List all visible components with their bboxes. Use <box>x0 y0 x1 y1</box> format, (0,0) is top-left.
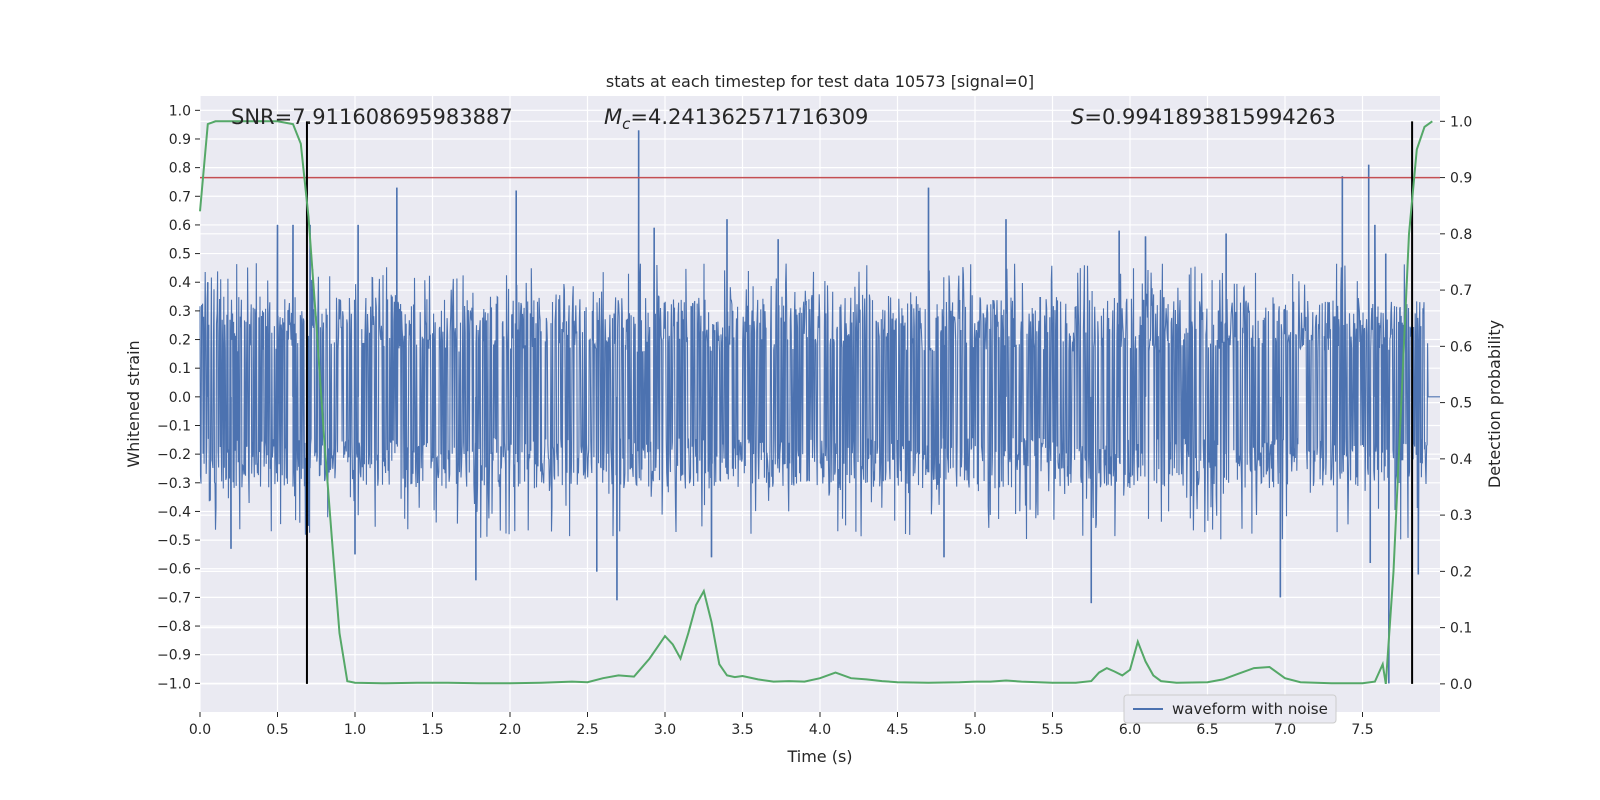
x-tick-label: 3.5 <box>731 722 753 738</box>
legend: waveform with noise <box>1123 694 1337 724</box>
mc-symbol: M <box>604 105 622 129</box>
y-tick-label: 0.6 <box>169 218 191 234</box>
x-tick-label: 5.5 <box>1041 722 1063 738</box>
y-tick-label: −0.1 <box>157 418 191 434</box>
y-axis-label: Whitened strain <box>124 340 143 467</box>
y2-tick-label: 0.2 <box>1450 564 1472 580</box>
x-tick-label: 0.5 <box>266 722 288 738</box>
legend-entry: waveform with noise <box>1172 700 1328 718</box>
mc-annotation: Mc=4.241362571716309 <box>604 105 868 133</box>
y-tick-label: 1.0 <box>169 103 191 119</box>
y2-tick-label: 0.3 <box>1450 508 1472 524</box>
s-annotation: S=0.9941893815994263 <box>1071 105 1336 129</box>
x-tick-label: 6.5 <box>1196 722 1218 738</box>
x-axis-label: Time (s) <box>786 747 852 766</box>
s-symbol: S <box>1071 105 1084 129</box>
y-axis: 1.0 0.9 0.8 0.7 0.6 0.5 0.4 0.3 0.2 0.1 0.0 −0.1 −0.… <box>157 103 200 692</box>
x-tick-label: 6.0 <box>1119 722 1141 738</box>
chart-title: stats at each timestep for test data 105… <box>606 72 1034 91</box>
y2-axis-label: Detection probability <box>1485 320 1504 488</box>
x-tick-label: 1.0 <box>344 722 366 738</box>
y-tick-label: −0.4 <box>157 504 191 520</box>
probability-series <box>199 120 1433 685</box>
y-tick-label: −1.0 <box>157 676 191 692</box>
s-value: =0.9941893815994263 <box>1084 105 1335 129</box>
x-tick-label: 1.5 <box>421 722 443 738</box>
y2-tick-label: 1.0 <box>1450 114 1472 130</box>
y-tick-label: −0.8 <box>157 619 191 635</box>
y-tick-label: 0.8 <box>169 161 191 177</box>
y2-tick-label: 0.5 <box>1450 396 1472 412</box>
probability-line <box>199 120 1433 685</box>
x-tick-label: 0.0 <box>189 722 211 738</box>
y-tick-label: 0.7 <box>169 189 191 205</box>
y-tick-label: 0.2 <box>169 333 191 349</box>
snr-annotation: SNR=7.911608695983887 <box>231 105 513 129</box>
x-tick-label: 4.0 <box>809 722 831 738</box>
y-tick-label: 0.4 <box>169 275 191 291</box>
y-tick-label: 0.0 <box>169 390 191 406</box>
overlays <box>200 121 1440 684</box>
y-tick-label: −0.3 <box>157 476 191 492</box>
y-tick-label: −0.6 <box>157 562 191 578</box>
waveform-line <box>199 130 1440 684</box>
mc-value: =4.241362571716309 <box>630 105 868 129</box>
y2-tick-label: 0.8 <box>1450 227 1472 243</box>
y-tick-label: 0.5 <box>169 247 191 263</box>
grid <box>199 96 1440 712</box>
mc-subscript: c <box>622 115 631 133</box>
y-tick-label: −0.5 <box>157 533 191 549</box>
x-tick-label: 4.5 <box>886 722 908 738</box>
x-tick-label: 7.0 <box>1274 722 1296 738</box>
x-tick-label: 7.5 <box>1351 722 1373 738</box>
x-axis: 0.0 0.5 1.0 1.5 2.0 2.5 3.0 3.5 4.0 4.5 5.0 5.5 6.0 6… <box>189 712 1374 738</box>
y2-tick-label: 0.1 <box>1450 621 1472 637</box>
y-tick-label: 0.3 <box>169 304 191 320</box>
y2-axis: 1.0 0.9 0.8 0.7 0.6 0.5 0.4 0.3 0.2 0.1 0.0 <box>1440 114 1472 693</box>
y-tick-label: −0.7 <box>157 590 191 606</box>
y-tick-label: 0.9 <box>169 132 191 148</box>
x-tick-label: 3.0 <box>654 722 676 738</box>
y-tick-label: −0.2 <box>157 447 191 463</box>
y2-tick-label: 0.4 <box>1450 452 1472 468</box>
legend-box <box>1123 694 1337 724</box>
y2-tick-label: 0.7 <box>1450 283 1472 299</box>
y2-tick-label: 0.9 <box>1450 171 1472 187</box>
y-tick-label: −0.9 <box>157 648 191 664</box>
y-tick-label: 0.1 <box>169 361 191 377</box>
x-tick-label: 2.5 <box>576 722 598 738</box>
y2-tick-label: 0.0 <box>1450 677 1472 693</box>
y2-tick-label: 0.6 <box>1450 339 1472 355</box>
x-tick-label: 2.0 <box>499 722 521 738</box>
x-tick-label: 5.0 <box>964 722 986 738</box>
